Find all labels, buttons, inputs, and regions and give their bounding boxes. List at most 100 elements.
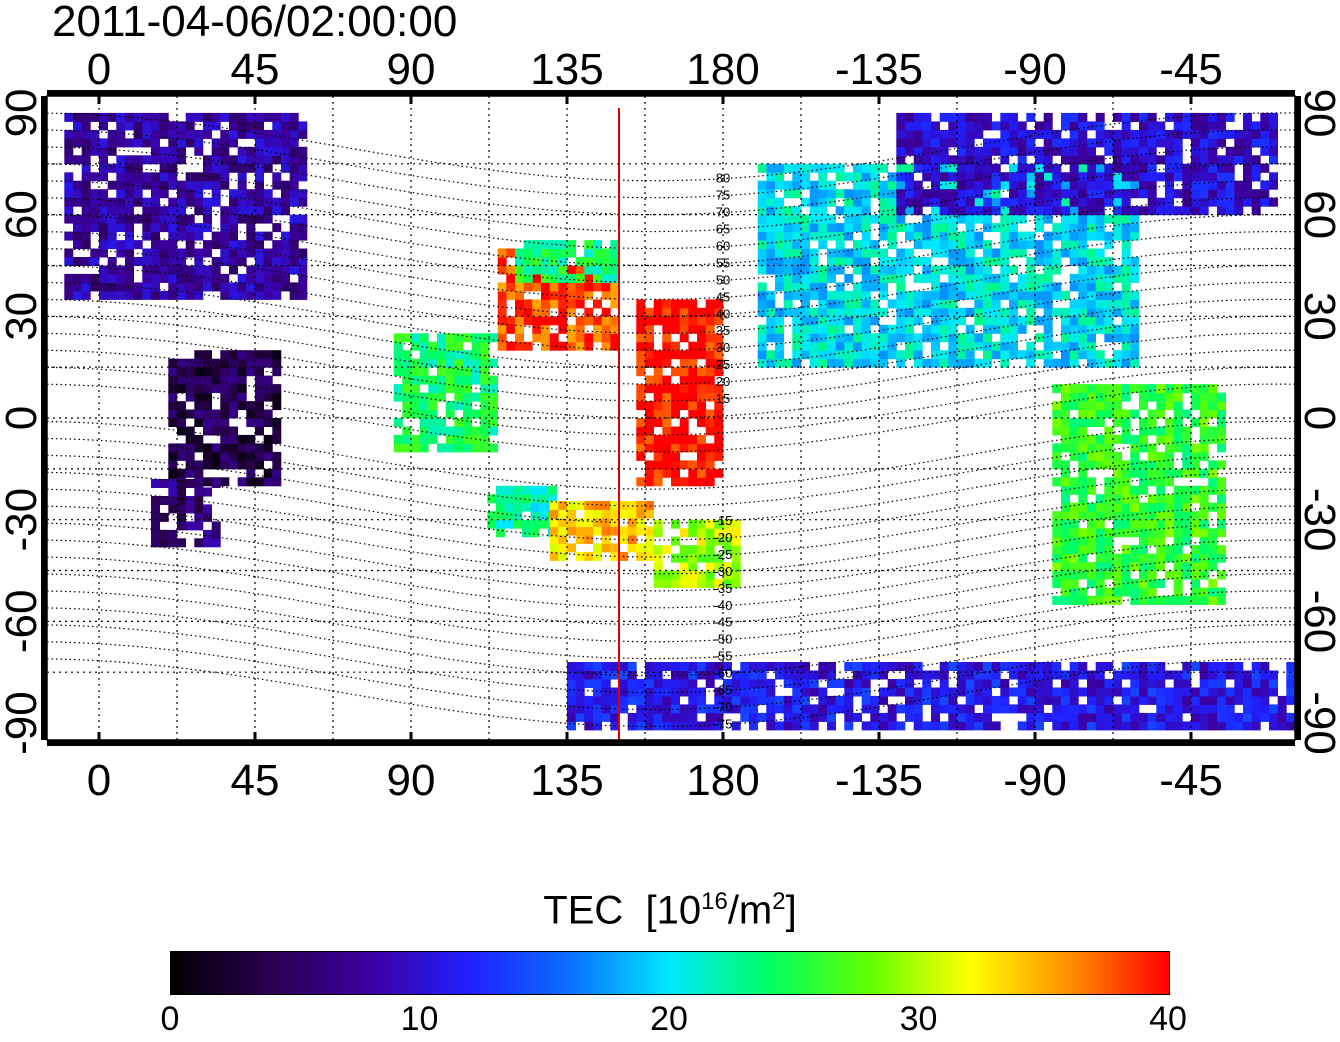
tec-cell: [1251, 129, 1261, 139]
tec-cell: [1121, 180, 1131, 190]
tec-cell: [1225, 129, 1235, 139]
tec-cell: [1191, 553, 1200, 563]
tec-cell: [575, 273, 585, 283]
tec-cell: [645, 409, 654, 419]
tec-cell: [229, 257, 238, 266]
contour-label-north: 20: [716, 374, 730, 389]
tec-cell: [974, 712, 984, 722]
tec-cell: [567, 509, 576, 519]
tec-cell: [237, 282, 247, 292]
tec-cell: [185, 180, 195, 190]
tec-cell: [679, 316, 689, 326]
tec-cell: [818, 282, 828, 292]
tec-cell: [957, 112, 966, 122]
tec-cell: [792, 679, 802, 688]
tec-cell: [1191, 511, 1200, 521]
tec-cell: [1035, 679, 1044, 688]
tec-cell: [1061, 477, 1070, 487]
tec-cell: [298, 163, 308, 173]
tec-cell: [1208, 129, 1218, 139]
tec-cell: [489, 443, 498, 453]
tec-cell: [1113, 401, 1122, 411]
tec-cell: [1165, 180, 1174, 190]
tec-cell: [939, 197, 949, 207]
tec-cell: [887, 197, 897, 207]
tec-cell: [697, 579, 706, 588]
tec-cell: [90, 257, 100, 266]
tec-cell: [610, 240, 620, 250]
tec-cell: [948, 324, 958, 334]
tec-cell: [523, 248, 533, 258]
tec-cell: [861, 282, 871, 292]
tec-cell: [1147, 146, 1157, 156]
colorbar-unit-square: 2: [772, 888, 786, 915]
tec-cell: [1156, 477, 1166, 487]
tec-cell: [1052, 562, 1062, 572]
tec-cell: [1269, 704, 1278, 714]
tec-cell: [194, 487, 204, 497]
tec-cell: [974, 240, 984, 250]
tec-cell: [844, 197, 854, 207]
tec-cell: [1121, 299, 1131, 309]
tec-cell: [1052, 695, 1062, 705]
tec-cell: [515, 341, 524, 351]
tec-cell: [1130, 273, 1140, 283]
tec-cell: [835, 350, 845, 360]
tec-cell: [965, 172, 975, 182]
tec-cell: [879, 223, 888, 233]
tec-cell: [1069, 350, 1079, 360]
tec-cell: [1095, 570, 1105, 580]
tec-cell: [1052, 712, 1062, 722]
tec-cell: [1061, 240, 1070, 250]
tec-cell: [1061, 350, 1070, 360]
tec-cell: [1191, 579, 1200, 588]
tec-cell: [1130, 316, 1140, 326]
tec-cell: [177, 189, 186, 199]
tec-cell: [177, 479, 186, 488]
tec-cell: [1113, 511, 1122, 521]
tec-cell: [913, 695, 923, 705]
tec-cell: [73, 129, 82, 139]
tec-cell: [679, 679, 689, 688]
tec-cell: [662, 695, 672, 705]
tec-cell: [1191, 695, 1200, 705]
tec-cell: [1043, 282, 1053, 292]
tec-cell: [636, 384, 646, 394]
tec-cell: [653, 553, 663, 563]
tec-cell: [1191, 587, 1200, 597]
tec-cell: [73, 282, 82, 292]
tec-cell: [1069, 214, 1079, 224]
tec-cell: [1182, 485, 1192, 495]
tec-cell: [1147, 121, 1157, 131]
tec-cell: [887, 679, 897, 688]
tec-cell: [679, 401, 689, 411]
tec-cell: [1026, 662, 1036, 671]
tec-cell: [965, 248, 975, 258]
tec-cell: [731, 519, 741, 529]
tec-cell: [1078, 206, 1088, 216]
tec-cell: [948, 290, 958, 300]
tec-cell: [801, 180, 810, 190]
tec-cell: [1017, 299, 1027, 309]
tec-cell: [1017, 240, 1027, 250]
tec-cell: [203, 426, 212, 436]
contour-label-south: -40: [714, 598, 733, 613]
latitude-label-right: -90: [1295, 691, 1340, 755]
tec-cell: [541, 316, 550, 326]
tec-cell: [645, 350, 654, 360]
tec-cell: [948, 112, 958, 122]
tec-cell: [757, 180, 767, 190]
tec-cell: [220, 443, 230, 453]
tec-cell: [714, 418, 724, 427]
colorbar-unit-close: ]: [785, 888, 797, 933]
tec-cell: [1130, 468, 1140, 478]
tec-cell: [697, 316, 706, 326]
tec-cell: [601, 526, 611, 536]
tec-cell: [1095, 451, 1105, 461]
tec-cell: [974, 214, 984, 224]
tec-cell: [1165, 384, 1174, 394]
tec-cell: [1026, 695, 1036, 705]
tec-cell: [523, 265, 533, 275]
tec-cell: [168, 257, 178, 266]
tec-cell: [896, 146, 906, 156]
